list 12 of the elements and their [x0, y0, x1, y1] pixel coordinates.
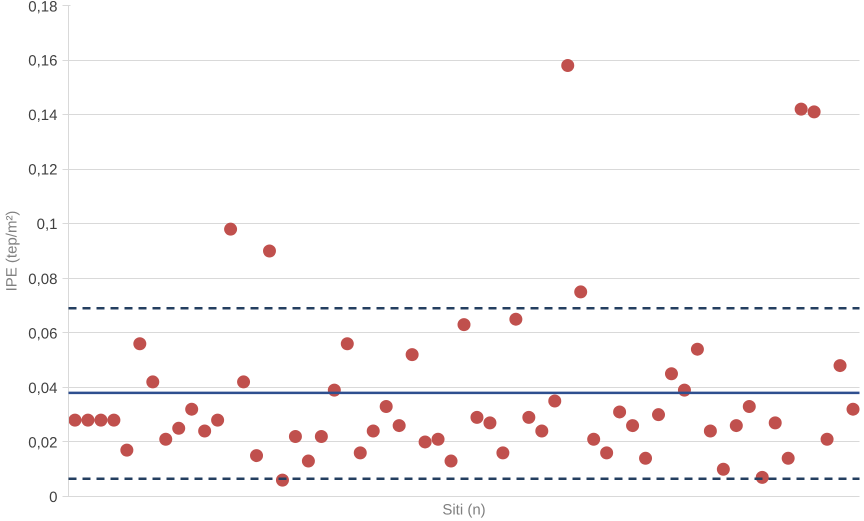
y-tick-label: 0,1 — [36, 216, 58, 234]
y-tick-label: 0,06 — [28, 325, 58, 342]
y-tick-label: 0,18 — [28, 0, 58, 16]
y-tick-label: 0 — [49, 489, 58, 506]
y-axis-title: IPE (tep/m²) — [3, 210, 20, 292]
y-tick-label: 0,16 — [28, 52, 58, 70]
y-tick-label: 0,04 — [28, 380, 58, 397]
y-tick-label: 0,14 — [28, 107, 58, 124]
y-tick-label: 0,02 — [28, 434, 58, 452]
x-axis-title: Siti (n) — [442, 502, 486, 518]
y-tick-label: 0,08 — [28, 270, 58, 288]
y-tick-label: 0,12 — [28, 162, 58, 179]
